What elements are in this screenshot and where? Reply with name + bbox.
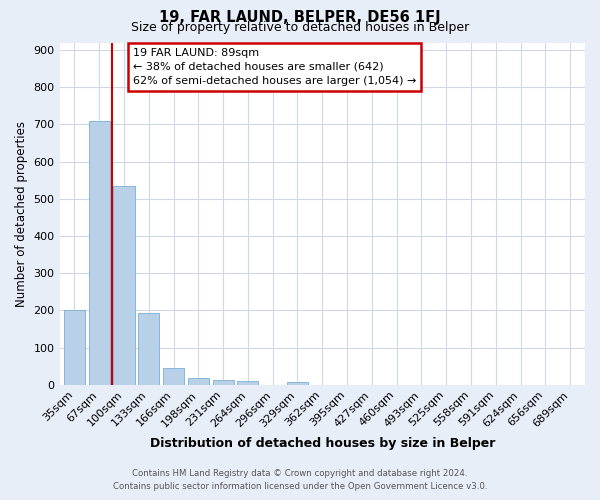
X-axis label: Distribution of detached houses by size in Belper: Distribution of detached houses by size … xyxy=(149,437,495,450)
Bar xyxy=(138,313,160,385)
Text: Contains HM Land Registry data © Crown copyright and database right 2024.
Contai: Contains HM Land Registry data © Crown c… xyxy=(113,469,487,491)
Bar xyxy=(64,310,85,385)
Bar xyxy=(163,368,184,385)
Text: 19, FAR LAUND, BELPER, DE56 1FJ: 19, FAR LAUND, BELPER, DE56 1FJ xyxy=(159,10,441,25)
Y-axis label: Number of detached properties: Number of detached properties xyxy=(15,120,28,306)
Text: 19 FAR LAUND: 89sqm
← 38% of detached houses are smaller (642)
62% of semi-detac: 19 FAR LAUND: 89sqm ← 38% of detached ho… xyxy=(133,48,416,86)
Bar xyxy=(188,378,209,385)
Text: Size of property relative to detached houses in Belper: Size of property relative to detached ho… xyxy=(131,21,469,34)
Bar xyxy=(212,380,233,385)
Bar xyxy=(238,381,259,385)
Bar xyxy=(287,382,308,385)
Bar xyxy=(89,120,110,385)
Bar xyxy=(113,186,134,385)
